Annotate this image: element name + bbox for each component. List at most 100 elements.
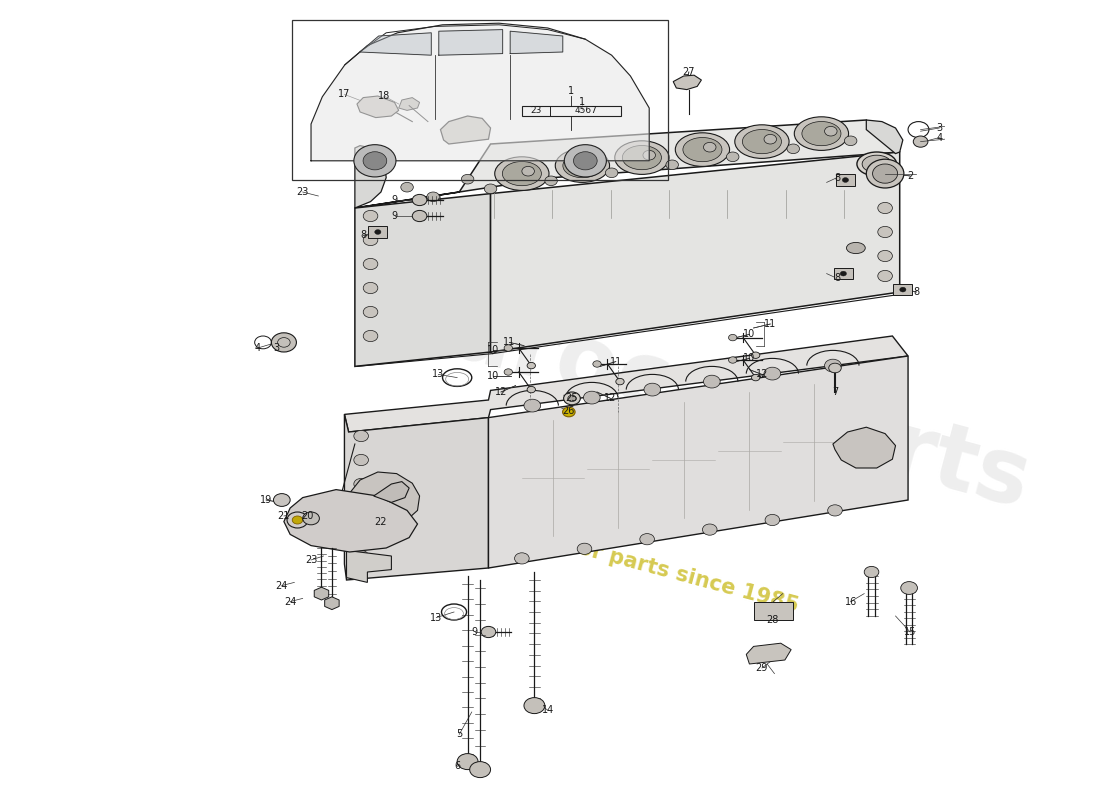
Polygon shape [398,98,419,110]
Circle shape [878,250,892,262]
Text: 25: 25 [565,394,579,403]
Circle shape [515,553,529,564]
Circle shape [363,258,377,270]
Circle shape [412,194,427,206]
Circle shape [527,386,536,393]
Text: 7: 7 [832,387,838,397]
Circle shape [913,136,928,147]
Text: 22: 22 [375,517,387,526]
Bar [836,174,855,186]
Text: 5: 5 [456,730,462,739]
Circle shape [573,152,597,170]
Text: 3: 3 [936,123,943,133]
Ellipse shape [857,152,896,176]
Circle shape [363,282,377,294]
Polygon shape [833,427,895,468]
Ellipse shape [556,149,609,182]
Ellipse shape [615,141,669,174]
Text: 3: 3 [274,343,279,353]
Circle shape [666,160,679,170]
Polygon shape [344,414,488,580]
Circle shape [843,178,848,182]
Circle shape [878,202,892,214]
Polygon shape [358,96,398,118]
Circle shape [524,698,544,714]
Bar [754,602,793,620]
Bar [834,268,852,279]
Text: 1: 1 [580,98,585,107]
Text: 9: 9 [392,211,397,221]
Circle shape [470,762,491,778]
Ellipse shape [503,162,541,186]
Text: 4: 4 [255,343,261,353]
Text: 23: 23 [297,187,309,197]
Polygon shape [746,643,791,664]
Circle shape [354,454,368,466]
Circle shape [564,145,606,177]
Text: 12: 12 [495,387,507,397]
Text: a passion for parts since 1985: a passion for parts since 1985 [452,504,801,616]
Text: 2: 2 [908,171,913,181]
Bar [293,20,668,180]
Circle shape [363,210,377,222]
Circle shape [544,176,558,186]
Bar [893,284,912,295]
Circle shape [293,516,303,524]
Text: 11: 11 [609,357,622,366]
Circle shape [704,375,720,388]
Bar [368,226,387,238]
Text: 27: 27 [683,67,695,77]
Circle shape [578,543,592,554]
Text: 6: 6 [454,762,460,771]
Text: 4: 4 [936,133,943,142]
Circle shape [828,363,842,373]
Text: 13: 13 [430,613,442,622]
Text: 16: 16 [845,597,857,606]
Polygon shape [346,550,392,582]
Polygon shape [344,336,909,432]
Polygon shape [491,152,900,352]
Text: 17: 17 [338,90,351,99]
Circle shape [751,374,760,381]
Text: 19: 19 [260,495,273,505]
Circle shape [363,152,387,170]
Text: 26: 26 [563,406,575,416]
Circle shape [766,514,780,526]
Text: 18: 18 [378,91,390,101]
Circle shape [751,352,760,358]
Circle shape [412,210,427,222]
Text: 10: 10 [486,346,498,355]
Circle shape [593,361,602,367]
Polygon shape [311,23,649,161]
Circle shape [354,430,368,442]
Circle shape [363,306,377,318]
Circle shape [274,494,290,506]
Circle shape [865,566,879,578]
Polygon shape [349,472,419,528]
Circle shape [728,357,737,363]
Circle shape [825,359,842,372]
Text: 8: 8 [834,274,840,283]
Ellipse shape [735,125,789,158]
Text: 15: 15 [904,627,916,637]
Text: 10: 10 [486,371,498,381]
Polygon shape [324,597,339,610]
Polygon shape [355,194,491,366]
Circle shape [568,395,576,402]
Circle shape [704,142,716,152]
Ellipse shape [802,122,842,146]
Text: eurocarparts: eurocarparts [381,272,1038,528]
Text: 12: 12 [756,370,768,379]
Ellipse shape [675,133,729,166]
Text: 9: 9 [392,195,397,205]
Circle shape [375,230,381,234]
Circle shape [354,526,368,538]
Text: 28: 28 [767,615,779,625]
Polygon shape [355,120,900,208]
Circle shape [605,168,618,178]
Ellipse shape [847,242,866,254]
Circle shape [521,166,535,176]
Polygon shape [284,490,418,552]
Text: 20: 20 [301,511,315,521]
Circle shape [726,152,739,162]
